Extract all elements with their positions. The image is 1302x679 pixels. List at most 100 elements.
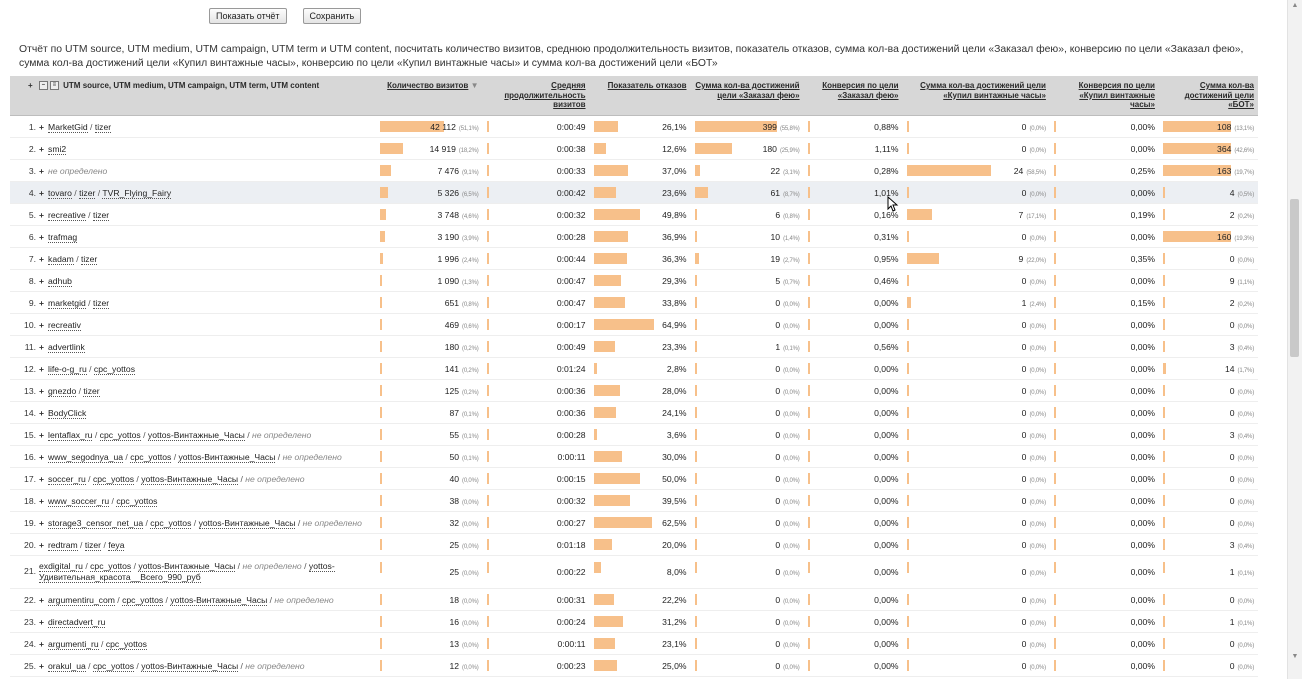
dimension-link[interactable]: yottos-Винтажные_Часы — [141, 473, 239, 485]
col-visits-label[interactable]: Количество визитов — [387, 81, 469, 90]
scroll-down-icon[interactable]: ▼ — [1291, 653, 1299, 660]
dimension-link[interactable]: soccer_ru — [48, 473, 86, 485]
expand-row-icon[interactable]: + — [39, 253, 45, 264]
dimension-link[interactable]: tizer — [92, 297, 110, 309]
expand-row-icon[interactable]: + — [39, 407, 45, 418]
dimension-link[interactable]: marketgid — [48, 297, 86, 309]
table-row[interactable]: 1. + MarketGid / tizer 42 112 (51,1%) 0:00:49… — [10, 115, 1258, 138]
dimension-link[interactable]: yottos-Удивительная_красота__Всего_990_р… — [39, 561, 335, 583]
expand-row-icon[interactable]: + — [39, 187, 45, 198]
table-row[interactable]: 6. + trafmag 3 190 (3,9%) 0:00:28 36,9% 10 (1,4%… — [10, 225, 1258, 248]
dimension-link[interactable]: cpc_yottos — [93, 363, 135, 375]
dimension-link[interactable]: lentaflax_ru — [48, 429, 93, 441]
table-row[interactable]: 20. + redtram / tizer / feya 25 (0,0%) 0:01:1… — [10, 533, 1258, 556]
dimension-link[interactable]: trafmag — [48, 231, 78, 243]
undefined-value[interactable]: не определено — [282, 451, 342, 462]
dimension-link[interactable]: tizer — [79, 187, 96, 199]
dimension-link[interactable]: BodyClick — [48, 407, 87, 419]
dimension-link[interactable]: yottos-Винтажные_Часы — [198, 517, 296, 529]
undefined-value[interactable]: не определено — [48, 165, 108, 176]
table-row[interactable]: 12. + life-o-g_ru / cpc_yottos 141 (0,2%) 0:0… — [10, 357, 1258, 380]
table-row[interactable]: 5. + recreative / tizer 3 748 (4,6%) 0:00:32 4… — [10, 203, 1258, 226]
dimension-link[interactable]: yottos-Винтажные_Часы — [138, 561, 236, 572]
expand-row-icon[interactable]: + — [39, 451, 45, 462]
dimension-link[interactable]: storage3_censor_net_ua — [48, 517, 144, 529]
dimension-link[interactable]: redtram — [48, 539, 78, 551]
table-row[interactable]: 22. + argumentiru_com / cpc_yottos / yotto… — [10, 588, 1258, 611]
undefined-value[interactable]: не определено — [274, 594, 334, 605]
table-row[interactable]: 23. + directadvert_ru 16 (0,0%) 0:00:24 31,2% 0… — [10, 610, 1258, 633]
col-goal1-label[interactable]: Сумма кол-ва достижений цели «Заказал фе… — [695, 81, 800, 100]
table-row[interactable]: 19. + storage3_censor_net_ua / cpc_yottos … — [10, 511, 1258, 534]
dimension-link[interactable]: tizer — [94, 121, 112, 133]
dimension-link[interactable]: TVR_Flying_Fairy — [102, 187, 172, 199]
dimension-link[interactable]: tizer — [92, 209, 110, 221]
expand-row-icon[interactable]: + — [39, 517, 45, 528]
expand-row-icon[interactable]: + — [39, 143, 45, 154]
dimension-link[interactable]: life-o-g_ru — [48, 363, 87, 375]
expand-row-icon[interactable]: + — [39, 660, 45, 671]
col-goal1-header[interactable]: Сумма кол-ва достижений цели «Заказал фе… — [690, 76, 804, 116]
col-goal2-label[interactable]: Сумма кол-ва достижений цели «Купил винт… — [920, 81, 1046, 100]
expand-all-icon[interactable]: + — [28, 81, 33, 90]
col-goal2-header[interactable]: Сумма кол-ва достижений цели «Купил винт… — [902, 76, 1050, 116]
expand-row-icon[interactable]: + — [39, 341, 45, 352]
undefined-value[interactable]: не определено — [245, 660, 305, 671]
table-row[interactable]: 15. + lentaflax_ru / cpc_yottos / yottos-В… — [10, 423, 1258, 446]
dimension-link[interactable]: yottos-Винтажные_Часы — [147, 429, 245, 441]
undefined-value[interactable]: не определено — [245, 473, 305, 484]
dimension-link[interactable]: cpc_yottos — [150, 517, 192, 529]
save-button[interactable]: Сохранить — [302, 8, 362, 24]
expand-row-icon[interactable]: + — [39, 363, 45, 374]
expand-row-icon[interactable]: + — [39, 209, 45, 220]
scroll-up-icon[interactable]: ▲ — [1291, 2, 1299, 9]
dimension-link[interactable]: adhub — [48, 275, 72, 287]
dimension-link[interactable]: recreativ — [48, 319, 81, 331]
dimension-link[interactable]: recreative — [48, 209, 86, 221]
undefined-value[interactable]: не определено — [242, 561, 302, 571]
table-row[interactable]: 16. + www_segodnya_ua / cpc_yottos / yotto… — [10, 445, 1258, 468]
dimension-link[interactable]: tizer — [81, 253, 98, 265]
expand-row-icon[interactable]: + — [39, 473, 45, 484]
dimension-link[interactable]: smi2 — [48, 143, 67, 155]
dimension-link[interactable]: cpc_yottos — [90, 561, 132, 572]
col-goal3-label[interactable]: Сумма кол-ва достижений цели «БОТ» — [1184, 81, 1254, 109]
dimension-link[interactable]: cpc_yottos — [92, 473, 135, 485]
dimension-link[interactable]: tizer — [83, 385, 100, 397]
dimension-link[interactable]: cpc_yottos — [122, 594, 164, 606]
dimension-link[interactable]: advertlink — [48, 341, 85, 353]
scroll-thumb[interactable] — [1290, 199, 1299, 357]
col-bounce-label[interactable]: Показатель отказов — [607, 81, 687, 90]
table-row[interactable]: 2. + smi2 14 919 (18,2%) 0:00:38 12,6% 180 (25,9… — [10, 137, 1258, 160]
expand-row-icon[interactable]: + — [39, 319, 45, 330]
show-report-button[interactable]: Показать отчёт — [209, 8, 287, 24]
table-row[interactable]: 9. + marketgid / tizer 651 (0,8%) 0:00:47 33,8… — [10, 291, 1258, 314]
table-row[interactable]: 21.exdigital_ru / cpc_yottos / yottos-Ви… — [10, 555, 1258, 589]
col-conv2-label[interactable]: Конверсия по цели «Купил винтажные часы» — [1078, 81, 1155, 109]
expand-row-icon[interactable]: + — [39, 638, 45, 649]
dimension-link[interactable]: cpc_yottos — [92, 660, 135, 672]
expand-row-icon[interactable]: + — [39, 594, 45, 605]
undefined-value[interactable]: не определено — [302, 517, 362, 528]
dimension-link[interactable]: www_segodnya_ua — [48, 451, 124, 463]
dimension-link[interactable]: yottos-Винтажные_Часы — [178, 451, 276, 463]
dimension-link[interactable]: cpc_yottos — [130, 451, 172, 463]
col-visits-header[interactable]: Количество визитов ▼ — [375, 76, 483, 116]
table-row[interactable]: 25. + orakul_ua / cpc_yottos / yottos-Винт… — [10, 654, 1258, 677]
table-row[interactable]: 18. + www_soccer_ru / cpc_yottos 38 (0,0%) 0:… — [10, 489, 1258, 512]
table-row[interactable]: 11. + advertlink 180 (0,2%) 0:00:49 23,3% 1 (0,1… — [10, 335, 1258, 358]
col-duration-label[interactable]: Средняя продолжительность визитов — [504, 81, 586, 109]
expand-row-icon[interactable]: + — [39, 297, 45, 308]
table-row[interactable]: 14. + BodyClick 87 (0,1%) 0:00:36 24,1% 0 (0,0%)… — [10, 401, 1258, 424]
col-duration-header[interactable]: Средняя продолжительность визитов — [482, 76, 590, 116]
col-bounce-header[interactable]: Показатель отказов — [589, 76, 691, 116]
col-conv1-header[interactable]: Конверсия по цели «Заказал фею» — [803, 76, 903, 116]
col-conv1-label[interactable]: Конверсия по цели «Заказал фею» — [822, 81, 899, 100]
dimension-link[interactable]: feya — [108, 539, 125, 551]
expand-row-icon[interactable]: + — [39, 385, 45, 396]
dimension-link[interactable]: argumenti_ru — [48, 638, 99, 650]
expand-row-icon[interactable]: + — [39, 231, 45, 242]
table-row[interactable]: 17. + soccer_ru / cpc_yottos / yottos-Винт… — [10, 467, 1258, 490]
expand-row-icon[interactable]: + — [39, 429, 45, 440]
table-row[interactable]: 24. + argumenti_ru / cpc_yottos 13 (0,0%) 0:0… — [10, 632, 1258, 655]
